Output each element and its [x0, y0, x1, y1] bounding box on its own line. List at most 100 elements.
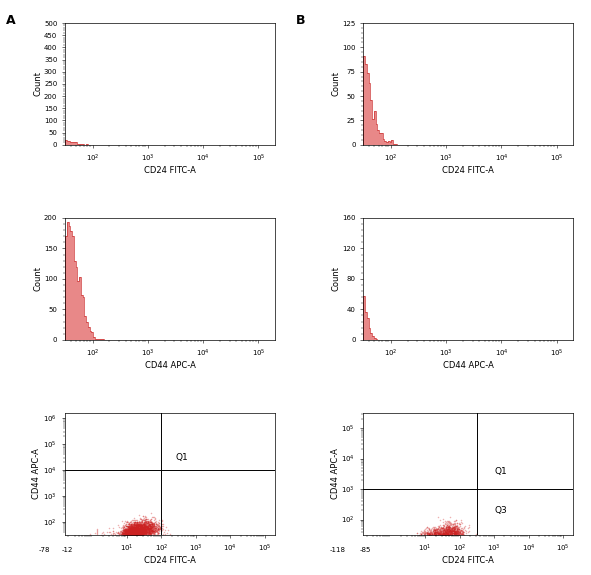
Point [137, 524, 146, 534]
Point [138, 524, 147, 533]
Point [124, 527, 133, 536]
Point [153, 529, 163, 538]
Point [130, 527, 139, 536]
Point [452, 516, 461, 525]
Point [439, 524, 449, 533]
Point [144, 530, 153, 539]
Point [131, 530, 140, 539]
Point [125, 525, 134, 534]
Point [132, 526, 141, 535]
Point [143, 527, 152, 536]
Point [137, 527, 147, 536]
Point [128, 529, 137, 538]
Point [128, 528, 137, 537]
Point [438, 526, 447, 535]
Point [128, 525, 138, 534]
Point [129, 530, 138, 539]
Point [118, 528, 128, 538]
Point [142, 525, 151, 534]
Point [129, 526, 139, 535]
Point [125, 527, 134, 536]
Point [144, 518, 153, 527]
Point [436, 526, 445, 535]
Point [149, 527, 158, 536]
Point [139, 520, 148, 530]
Point [458, 528, 467, 538]
Point [128, 526, 137, 535]
Point [438, 529, 447, 538]
Point [443, 530, 452, 539]
Point [136, 522, 145, 531]
Point [148, 527, 158, 536]
Point [446, 527, 455, 536]
Point [139, 519, 148, 528]
Point [132, 524, 141, 534]
Point [141, 529, 150, 538]
Point [440, 527, 449, 536]
Point [134, 520, 144, 529]
Point [135, 520, 145, 530]
Point [126, 528, 135, 538]
Point [146, 526, 155, 535]
Point [144, 525, 153, 534]
Point [445, 519, 454, 528]
Point [442, 522, 452, 531]
Point [128, 516, 138, 525]
Point [140, 525, 150, 534]
Point [130, 529, 139, 538]
Point [150, 528, 159, 537]
Point [139, 521, 149, 530]
Point [450, 529, 460, 538]
Point [139, 520, 149, 530]
Point [128, 523, 138, 532]
Point [435, 530, 444, 539]
Point [132, 520, 142, 529]
Point [124, 524, 134, 533]
Point [125, 524, 135, 533]
Point [148, 520, 158, 530]
Point [132, 530, 142, 539]
Point [446, 530, 455, 539]
Point [141, 517, 150, 526]
Point [137, 528, 147, 538]
Point [129, 529, 139, 538]
Point [128, 526, 138, 535]
Point [128, 526, 137, 535]
Point [142, 524, 151, 533]
Point [122, 530, 132, 539]
Point [145, 526, 154, 535]
Point [135, 526, 145, 535]
Point [150, 526, 160, 535]
Point [126, 530, 135, 539]
Point [433, 524, 443, 533]
Point [141, 527, 150, 536]
Point [137, 524, 147, 534]
Point [130, 529, 139, 538]
Point [129, 522, 138, 531]
Point [128, 530, 137, 539]
Point [121, 530, 131, 539]
Point [126, 530, 135, 539]
Point [138, 526, 148, 535]
Point [449, 527, 458, 536]
Point [138, 521, 148, 530]
Point [118, 526, 128, 535]
Point [128, 526, 137, 535]
Point [457, 526, 466, 535]
Point [434, 530, 443, 539]
Point [131, 528, 140, 537]
Point [125, 524, 134, 533]
Point [449, 524, 458, 534]
Point [126, 530, 135, 539]
Point [443, 529, 452, 538]
Point [128, 526, 138, 535]
Point [129, 523, 138, 532]
Point [440, 529, 450, 538]
Point [130, 528, 139, 537]
Point [131, 526, 140, 535]
Point [129, 526, 138, 535]
Point [131, 527, 140, 536]
Point [128, 529, 137, 538]
Point [150, 518, 159, 527]
Point [125, 525, 134, 534]
